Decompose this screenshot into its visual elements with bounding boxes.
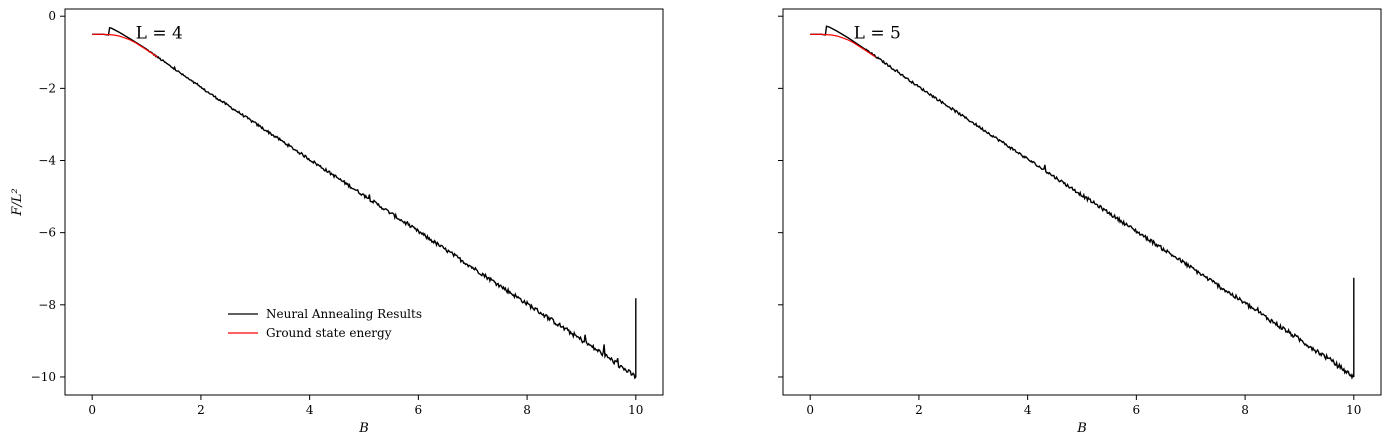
x-tick-label: 0 [806, 403, 814, 417]
chart-panel-2: 0 2 4 6 8 10 B L = 5 [778, 8, 1382, 436]
x-tick-label: 10 [1346, 403, 1361, 417]
plot-frame [782, 8, 1382, 396]
x-tick-label: 10 [628, 403, 643, 417]
panel-label: L = 5 [854, 23, 901, 43]
x-axis-label: B [1076, 421, 1087, 436]
x-tick-label: 2 [197, 403, 205, 417]
y-tick-label: −8 [38, 298, 56, 312]
series-line-ground-state [810, 33, 876, 58]
plot-area [810, 25, 1355, 380]
y-tick-label: −4 [38, 154, 56, 168]
legend-label: Ground state energy [266, 326, 392, 340]
y-tick-label: −2 [38, 81, 56, 95]
x-tick-label: 6 [415, 403, 423, 417]
panel-label: L = 4 [136, 23, 183, 43]
x-axis-label: B [358, 421, 369, 436]
series-line-neural-annealing [92, 26, 637, 380]
legend: Neural Annealing Results Ground state ene… [228, 307, 422, 340]
x-tick-label: 4 [1024, 403, 1032, 417]
y-tick-label: −10 [31, 370, 56, 384]
x-tick-label: 2 [915, 403, 923, 417]
plot-area [92, 26, 637, 380]
x-tick-label: 4 [306, 403, 314, 417]
chart-panel-1: 0 2 4 6 8 10 0 −2 −4 −6 −8 −10 B F/L² L = 4 Neural Anne… [10, 8, 664, 436]
x-tick-label: 8 [523, 403, 531, 417]
legend-label: Neural Annealing Results [266, 307, 422, 321]
series-line-neural-annealing [810, 25, 1355, 380]
x-tick-label: 8 [1241, 403, 1249, 417]
x-tick-label: 0 [88, 403, 96, 417]
plot-frame [64, 8, 664, 396]
y-tick-label: 0 [48, 9, 56, 23]
x-tick-label: 6 [1133, 403, 1141, 417]
y-tick-label: −6 [38, 226, 56, 240]
y-axis-label: F/L² [10, 188, 25, 216]
series-line-ground-state [92, 33, 158, 58]
